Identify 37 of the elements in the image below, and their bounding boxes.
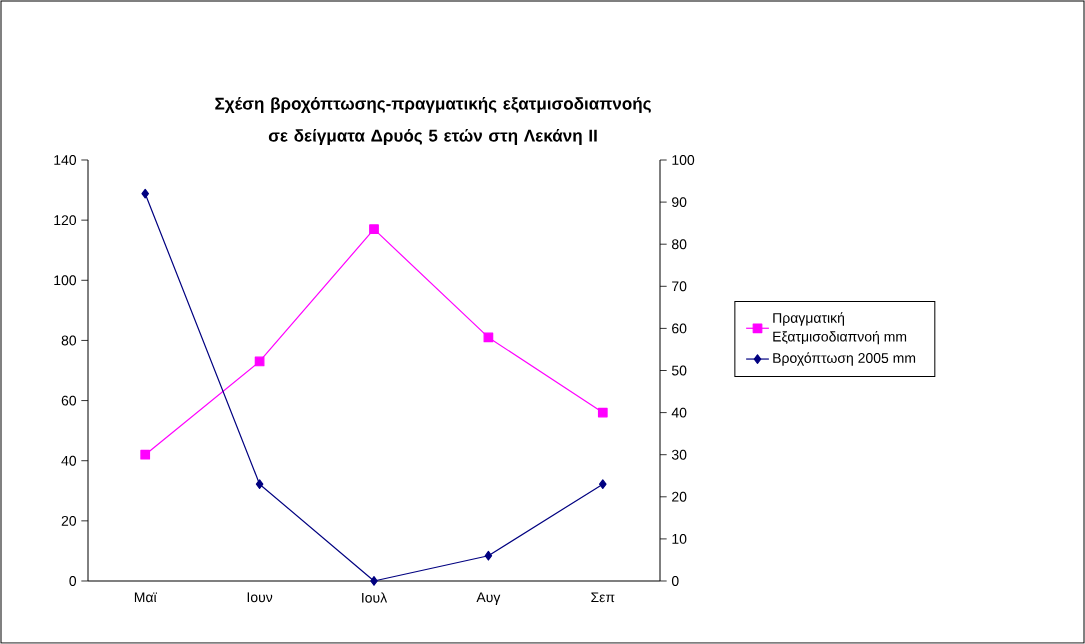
y-tick-label: 40	[61, 455, 77, 466]
y-tick-label: 120	[54, 215, 77, 226]
point	[254, 356, 265, 367]
point	[141, 188, 150, 199]
point	[599, 479, 607, 490]
point	[369, 224, 379, 235]
y2-tick-label: 90	[672, 197, 687, 208]
point	[483, 332, 494, 343]
y2-tick-label: 10	[672, 533, 687, 544]
y2-tick-label: 100	[672, 155, 695, 165]
y2-tick-label: 70	[672, 281, 687, 292]
x-tick-label: Σεπ	[591, 592, 615, 603]
x-tick-label: Μαϊ	[134, 592, 157, 603]
point	[597, 407, 608, 418]
y2-tick-label: 40	[671, 407, 687, 418]
y-tick-label: 100	[54, 275, 77, 286]
y2-tick-label: 80	[671, 239, 687, 250]
y2-tick-label: 50	[671, 365, 687, 376]
x-tick-label: Αυγ	[476, 592, 501, 605]
point	[140, 449, 151, 460]
chart-title: Σχέση βροχόπτωσης-πραγματικής εξατμισοδιαπνοής σε δείγματα Δρυός 5 ετών στη Λεκάνη ΙΙ	[215, 96, 651, 146]
point	[255, 479, 264, 490]
point	[370, 576, 378, 586]
y-tick-label: 0	[69, 576, 77, 586]
y-tick-label: 140	[54, 155, 77, 165]
legend-label: Βροχόπτωση 2005 mm	[773, 352, 916, 366]
y2-tick-label: 30	[671, 449, 687, 460]
y-tick-label: 60	[61, 395, 77, 406]
y2-tick-label: 0	[671, 576, 679, 586]
legend-label: Πραγματική Εξατμισοδιαπνοή mm	[773, 312, 907, 345]
x-tick-label: Ιουλ	[362, 592, 388, 603]
y2-tick-label: 60	[672, 323, 687, 334]
y-tick-label: 20	[61, 515, 77, 526]
point	[484, 550, 493, 561]
x-tick-label: Ιουν	[247, 592, 273, 603]
y2-tick-label: 20	[672, 491, 687, 502]
y-tick-label: 80	[61, 335, 77, 346]
